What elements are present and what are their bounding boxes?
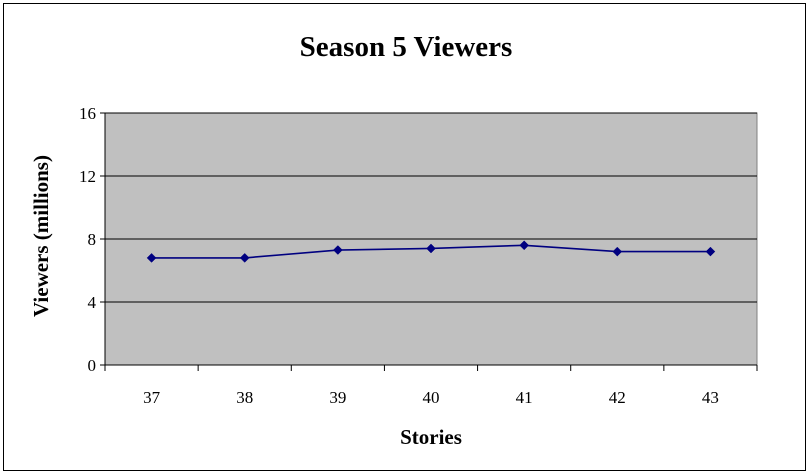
data-point xyxy=(612,246,623,257)
data-point xyxy=(705,246,716,257)
x-tick-label: 43 xyxy=(702,388,719,407)
x-tick-label: 40 xyxy=(423,388,440,407)
y-tick-label: 0 xyxy=(88,356,97,375)
data-point xyxy=(519,240,529,251)
y-tick-label: 16 xyxy=(79,104,96,123)
x-axis-title: Stories xyxy=(400,425,462,449)
data-point xyxy=(426,243,436,254)
y-tick-label: 12 xyxy=(79,167,96,186)
x-tick-label: 37 xyxy=(143,388,161,407)
y-axis-title: Viewers (millions) xyxy=(29,155,53,317)
data-point xyxy=(333,245,343,255)
data-point xyxy=(146,253,157,263)
data-point xyxy=(239,253,250,263)
x-tick-label: 41 xyxy=(516,388,533,407)
y-tick-label: 4 xyxy=(88,293,97,312)
y-tick-label: 8 xyxy=(88,230,97,249)
x-tick-label: 39 xyxy=(329,388,346,407)
x-tick-label: 42 xyxy=(609,388,626,407)
x-tick-label: 38 xyxy=(236,388,253,407)
chart-title: Season 5 Viewers xyxy=(300,31,513,63)
